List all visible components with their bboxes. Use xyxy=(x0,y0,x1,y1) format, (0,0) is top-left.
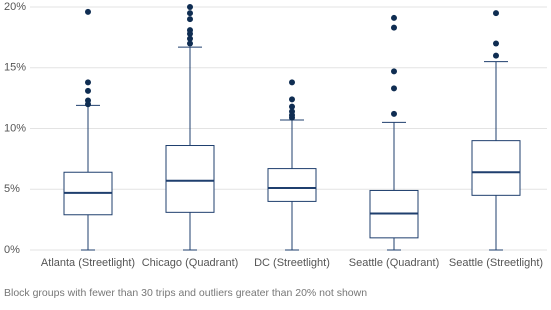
x-tick-label: Atlanta (Streetlight) xyxy=(41,257,135,269)
outlier xyxy=(85,79,91,86)
outlier xyxy=(187,4,193,10)
y-tick-label: 10% xyxy=(4,122,26,134)
outlier xyxy=(391,68,397,75)
outlier xyxy=(391,24,397,31)
footnote: Block groups with fewer than 30 trips an… xyxy=(4,287,367,299)
outlier xyxy=(85,87,91,94)
x-tick-label: Chicago (Quadrant) xyxy=(142,257,239,269)
box xyxy=(471,140,521,196)
y-tick-label: 0% xyxy=(4,244,20,256)
outlier xyxy=(187,35,193,42)
outlier xyxy=(85,8,91,15)
x-tick-label: DC (Streetlight) xyxy=(254,257,330,269)
y-tick-label: 5% xyxy=(4,183,20,195)
box xyxy=(267,168,317,202)
outlier xyxy=(391,85,397,92)
box xyxy=(165,145,215,213)
outlier xyxy=(289,103,295,110)
outlier xyxy=(187,40,193,47)
outlier xyxy=(187,30,193,37)
outlier xyxy=(289,114,295,121)
outlier xyxy=(493,10,499,17)
outlier xyxy=(187,16,193,23)
y-tick-label: 20% xyxy=(4,1,26,13)
outlier xyxy=(391,14,397,21)
outlier xyxy=(493,40,499,47)
outlier xyxy=(85,101,91,108)
outlier xyxy=(493,52,499,59)
outlier xyxy=(187,10,193,17)
outlier xyxy=(391,110,397,117)
outlier xyxy=(289,96,295,103)
outlier xyxy=(289,79,295,86)
y-tick-label: 15% xyxy=(4,62,26,74)
x-tick-label: Seattle (Streetlight) xyxy=(449,257,543,269)
x-tick-label: Seattle (Quadrant) xyxy=(349,257,440,269)
